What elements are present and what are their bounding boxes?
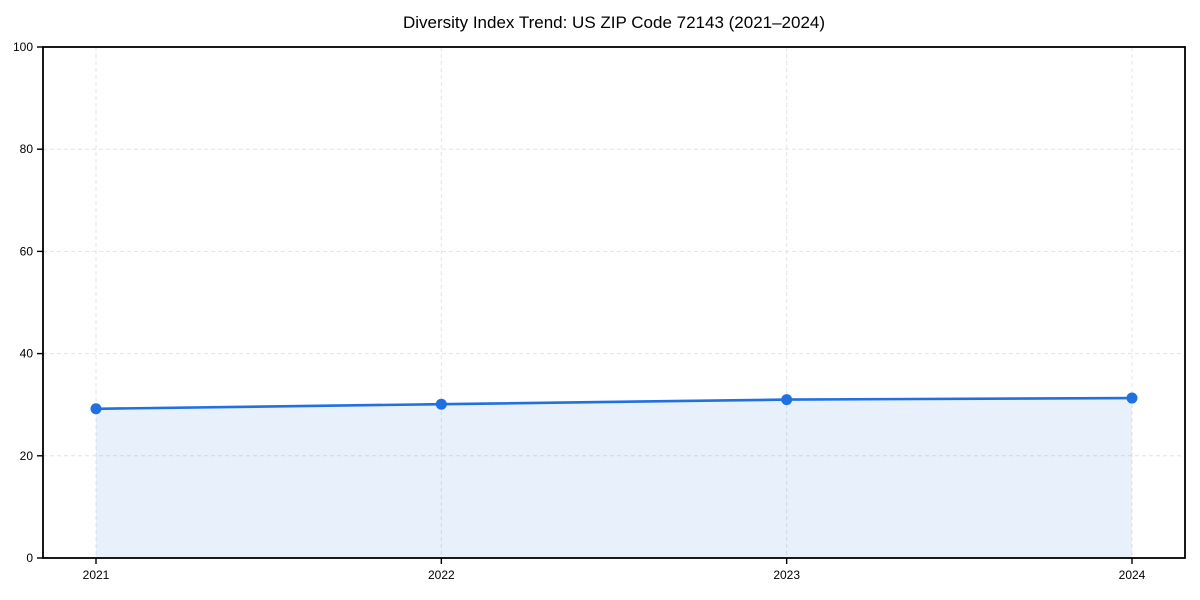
plot-frame xyxy=(42,46,1186,559)
data-point xyxy=(781,394,793,406)
data-point xyxy=(1126,392,1138,404)
y-tick-label: 0 xyxy=(26,551,33,565)
y-tick-label: 40 xyxy=(20,347,34,361)
y-tick-label: 20 xyxy=(20,449,34,463)
data-point xyxy=(435,398,447,410)
x-tick-label: 2023 xyxy=(773,568,800,582)
x-tick-label: 2024 xyxy=(1119,568,1146,582)
data-point xyxy=(90,403,102,415)
area-fill xyxy=(96,398,1132,558)
x-tick-label: 2022 xyxy=(428,568,455,582)
y-tick-label: 100 xyxy=(13,40,33,54)
trend-line xyxy=(94,396,1134,411)
y-tick-label: 60 xyxy=(20,244,34,258)
chart-title: Diversity Index Trend: US ZIP Code 72143… xyxy=(402,13,826,32)
y-tick-label: 80 xyxy=(20,142,34,156)
x-tick-label: 2021 xyxy=(83,568,110,582)
